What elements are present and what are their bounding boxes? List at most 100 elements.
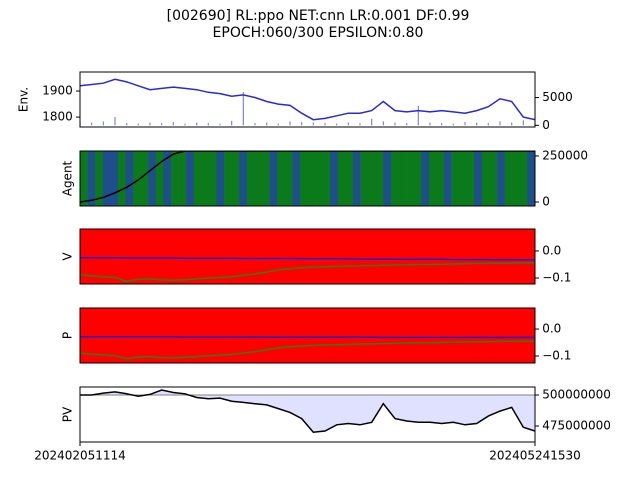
y-axis-label: PV xyxy=(61,406,75,422)
series-line xyxy=(80,389,535,433)
action-stripe xyxy=(337,151,346,206)
y-tick-label: 0 xyxy=(542,195,550,209)
panel-frame xyxy=(79,71,536,128)
volume-bar xyxy=(336,123,338,126)
panel-frame xyxy=(79,228,536,285)
action-stripe xyxy=(436,151,445,206)
action-stripe xyxy=(322,151,331,206)
volume-bar xyxy=(114,117,116,126)
action-stripe xyxy=(231,151,240,206)
action-stripe xyxy=(163,151,172,206)
volume-bar xyxy=(347,122,349,126)
action-stripe xyxy=(299,151,308,206)
volume-bar xyxy=(429,122,431,126)
action-stripe xyxy=(413,151,422,206)
y-tick-label: −0.1 xyxy=(542,271,571,285)
panel xyxy=(80,78,535,126)
action-stripe xyxy=(148,151,157,206)
volume-bar xyxy=(441,123,443,126)
volume-bar xyxy=(231,120,233,126)
y-axis-label: P xyxy=(61,332,75,339)
y-tick-label: 0.0 xyxy=(542,322,561,336)
volume-bar xyxy=(219,123,221,126)
action-stripe xyxy=(110,151,119,206)
volume-bar xyxy=(487,123,489,126)
volume-bar xyxy=(289,121,291,126)
volume-bar xyxy=(137,123,139,126)
title-line: [002690] RL:ppo NET:cnn LR:0.001 DF:0.99 xyxy=(167,8,470,24)
action-stripe xyxy=(466,151,475,206)
action-stripe xyxy=(208,151,217,206)
action-stripe xyxy=(246,151,255,206)
action-stripe xyxy=(102,151,111,206)
panel-frame xyxy=(79,307,536,364)
action-stripe xyxy=(262,151,270,206)
action-stripe xyxy=(80,151,88,206)
y-axis-label: Agent xyxy=(61,160,75,196)
y-tick-label: 500000000 xyxy=(542,387,611,401)
volume-bar xyxy=(511,122,513,126)
action-stripe xyxy=(375,151,384,206)
action-stripe xyxy=(178,151,187,206)
action-stripe xyxy=(140,151,149,206)
action-stripe xyxy=(451,151,460,206)
action-stripe xyxy=(398,151,407,206)
action-stripe xyxy=(360,151,369,206)
action-stripe xyxy=(133,151,141,206)
action-stripe xyxy=(307,151,316,206)
volume-bar xyxy=(184,123,186,126)
y-tick-label: 5000 xyxy=(542,90,573,104)
volume-bar xyxy=(382,121,384,126)
x-tick-label: 202402051114 xyxy=(34,449,126,463)
action-stripe xyxy=(406,151,414,206)
action-stripe xyxy=(527,151,535,206)
volume-bar xyxy=(102,121,104,126)
action-stripe xyxy=(216,151,225,206)
volume-bar xyxy=(126,123,128,126)
volume-bar xyxy=(172,122,174,126)
volume-bar xyxy=(254,123,256,126)
volume-bar xyxy=(149,122,151,126)
action-stripe xyxy=(330,151,339,206)
action-stripe xyxy=(345,151,354,206)
action-stripe xyxy=(512,151,521,206)
volume-bar xyxy=(196,122,198,126)
series-line xyxy=(80,256,535,261)
panel-frame xyxy=(79,150,536,207)
action-stripe xyxy=(481,151,490,206)
action-stripe xyxy=(292,151,301,206)
action-stripe xyxy=(368,151,377,206)
volume-bar xyxy=(301,122,303,126)
volume-bar xyxy=(277,123,279,126)
series-line xyxy=(80,78,535,121)
volume-bar xyxy=(266,122,268,126)
volume-bar xyxy=(464,122,466,126)
action-stripe xyxy=(87,151,96,206)
volume-bar xyxy=(359,123,361,126)
action-stripe xyxy=(383,151,392,206)
y-axis-label: Env. xyxy=(17,87,31,112)
y-tick-label: 0.0 xyxy=(542,243,561,257)
panel xyxy=(80,308,535,363)
action-stripe xyxy=(444,151,452,206)
title-line: EPOCH:060/300 EPSILON:0.80 xyxy=(213,25,424,41)
action-stripe xyxy=(519,151,528,206)
action-stripe xyxy=(224,151,232,206)
action-stripe xyxy=(95,151,104,206)
volume-bar xyxy=(452,123,454,126)
volume-bar xyxy=(242,92,244,126)
panel xyxy=(80,389,535,433)
volume-bar xyxy=(161,123,163,126)
volume-bar xyxy=(371,118,373,126)
volume-bar xyxy=(312,122,314,126)
series-line xyxy=(80,262,535,283)
volume-bar xyxy=(406,123,408,126)
y-tick-label: 250000 xyxy=(542,148,588,162)
series-line xyxy=(80,340,535,360)
action-stripe xyxy=(125,151,134,206)
volume-bar xyxy=(394,122,396,126)
action-stripe xyxy=(201,151,210,206)
panel xyxy=(80,229,535,284)
